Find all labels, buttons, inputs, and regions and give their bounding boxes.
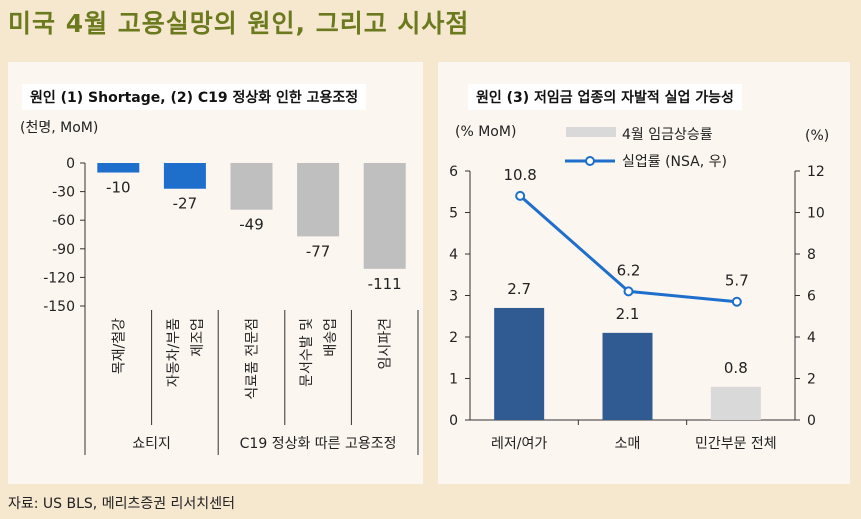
y-tick-label: -60 (52, 213, 75, 229)
line-data-label: 10.8 (503, 166, 536, 184)
left-tick-label: 5 (449, 206, 458, 222)
category-label: 문서수발 및 (299, 318, 315, 387)
page-title: 미국 4월 고용실망의 원인, 그리고 시사점 (8, 9, 470, 38)
bar (97, 163, 140, 173)
line-marker (731, 296, 742, 307)
category-label: 식료품 전문점 (245, 318, 261, 400)
category-label: 배송업 (323, 318, 339, 357)
bar-data-label: 0.8 (724, 359, 748, 377)
category-label: 임시파견 (378, 318, 394, 370)
line-marker (623, 286, 634, 297)
line-series (519, 194, 737, 304)
left-tick-label: 4 (449, 247, 458, 263)
data-label: -27 (173, 195, 198, 213)
left-tick-label: 2 (449, 330, 458, 346)
legend-line-marker (585, 156, 595, 166)
category-label: 자동차/부품 (166, 318, 182, 387)
right-chart-title: 원인 (3) 저임금 업종의 자발적 실업 가능성 (468, 84, 742, 110)
y-tick-label: -120 (43, 270, 75, 286)
right-tick-label: 0 (807, 413, 816, 429)
bar (602, 332, 653, 420)
category-label: 목재/철강 (111, 318, 127, 374)
bar (163, 163, 206, 189)
left-chart-title: 원인 (1) Shortage, (2) C19 정상화 인한 고용조정 (22, 84, 367, 110)
left-tick-label: 6 (449, 164, 458, 180)
bar (363, 163, 406, 269)
data-label: -111 (368, 275, 402, 293)
y-tick-label: 0 (66, 156, 75, 172)
right-tick-label: 6 (807, 289, 816, 305)
bar-data-label: 2.7 (507, 280, 531, 298)
right-tick-label: 12 (807, 164, 825, 180)
bar-data-label: 2.1 (616, 305, 640, 323)
source-note: 자료: US BLS, 메리츠증권 리서치센터 (8, 496, 235, 512)
category-label: 제조업 (190, 318, 206, 357)
left-tick-label: 3 (449, 289, 458, 305)
bar (710, 386, 761, 420)
right-tick-label: 2 (807, 372, 816, 388)
category-label: 레저/여가 (491, 436, 547, 452)
y-tick-label: -30 (52, 185, 75, 201)
left-tick-label: 1 (449, 372, 458, 388)
y-tick-label: -90 (52, 242, 75, 258)
right-tick-label: 4 (807, 330, 816, 346)
right-axis-label: (%) (805, 128, 829, 144)
legend-bar-label: 4월 임금상승률 (622, 127, 713, 143)
chart-panel-left (8, 62, 423, 484)
right-tick-label: 8 (807, 247, 816, 263)
group-label: C19 정상화 따른 고용조정 (240, 436, 397, 452)
line-data-label: 5.7 (725, 272, 749, 290)
legend-line-label: 실업률 (NSA, 우) (622, 154, 727, 170)
category-label: 민간부문 전체 (695, 436, 777, 452)
y-tick-label: -150 (43, 299, 75, 315)
group-label: 쇼티지 (132, 436, 171, 452)
data-label: -77 (306, 242, 331, 260)
legend-bar-swatch (566, 127, 616, 137)
left-axis-label: (% MoM) (455, 124, 516, 140)
line-marker (515, 190, 526, 201)
line-data-label: 6.2 (617, 261, 641, 279)
bar (494, 307, 545, 420)
bar (297, 163, 340, 237)
right-tick-label: 10 (807, 206, 825, 222)
bar (230, 163, 273, 210)
category-label: 소매 (615, 436, 641, 452)
y-axis-label: (천명, MoM) (20, 120, 98, 136)
left-tick-label: 0 (449, 413, 458, 429)
data-label: -49 (239, 216, 264, 234)
data-label: -10 (106, 179, 131, 197)
